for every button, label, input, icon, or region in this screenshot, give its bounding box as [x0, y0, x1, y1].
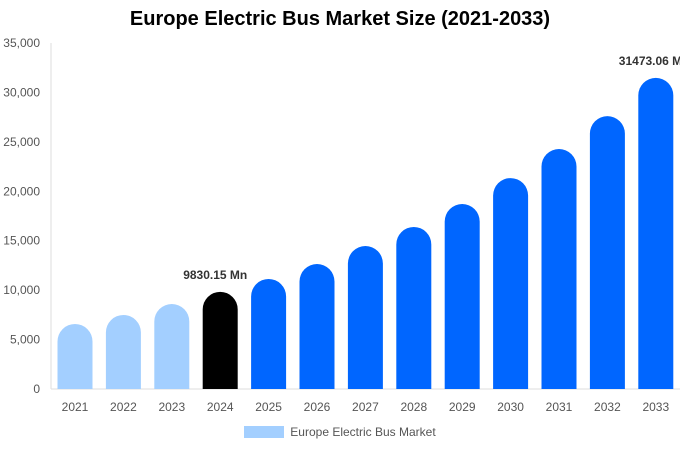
x-tick-label: 2032 [594, 400, 621, 414]
legend: Europe Electric Bus Market [0, 425, 680, 439]
y-tick-label: 25,000 [3, 135, 40, 149]
bar-2028 [396, 226, 432, 389]
bar-2021 [57, 323, 93, 389]
bar-chart: 0 5,000 10,000 15,000 20,000 25,000 30,000 35,0… [3, 36, 680, 414]
x-tick-label: 2025 [255, 400, 282, 414]
x-tick-label: 2033 [642, 400, 669, 414]
y-tick-label: 5,000 [10, 333, 40, 347]
x-tick-label: 2029 [449, 400, 476, 414]
bar-2030 [493, 178, 529, 389]
bar-2032 [589, 116, 625, 389]
bar-2031 [541, 148, 577, 389]
y-tick-label: 0 [33, 382, 40, 396]
y-tick-label: 10,000 [3, 283, 40, 297]
y-tick-label: 35,000 [3, 36, 40, 50]
chart-title: Europe Electric Bus Market Size (2021-20… [129, 8, 551, 30]
bar-2029 [444, 204, 480, 389]
x-tick-label: 2024 [207, 400, 234, 414]
x-tick-label: 2026 [304, 400, 331, 414]
bar-2024 [202, 291, 238, 389]
bar-2027 [347, 246, 383, 389]
data-label: 31473.06 Mn [619, 54, 680, 68]
bar-2023 [154, 303, 190, 389]
x-tick-label: 2027 [352, 400, 379, 414]
y-tick-label: 15,000 [3, 234, 40, 248]
bar-2022 [105, 314, 141, 389]
x-tick-label: 2031 [546, 400, 573, 414]
legend-swatch [244, 426, 285, 438]
legend-label: Europe Electric Bus Market [290, 425, 436, 439]
bar-2025 [251, 278, 287, 389]
bar-2033 [638, 77, 674, 389]
data-label: 9830.15 Mn [183, 268, 247, 282]
x-tick-label: 2023 [158, 400, 185, 414]
x-tick-label: 2028 [400, 400, 427, 414]
x-tick-label: 2022 [110, 400, 137, 414]
y-tick-label: 30,000 [3, 85, 40, 99]
x-tick-label: 2021 [62, 400, 89, 414]
x-tick-label: 2030 [497, 400, 524, 414]
bar-2026 [299, 264, 335, 389]
y-tick-label: 20,000 [3, 184, 40, 198]
